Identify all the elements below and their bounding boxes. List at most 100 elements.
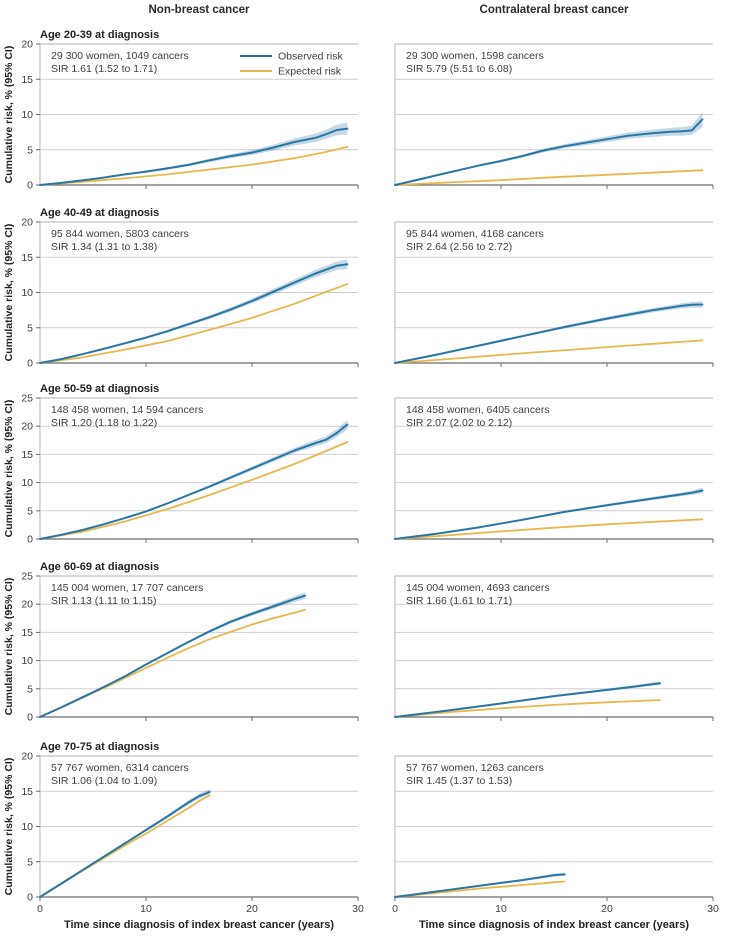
observed-ci-band bbox=[40, 419, 348, 539]
expected-risk-line bbox=[39, 441, 349, 540]
annotation-line-2: SIR 2.64 (2.56 to 2.72) bbox=[406, 241, 512, 253]
expected-risk-line bbox=[39, 146, 349, 186]
y-axis-title: Cumulative risk, % (95% CI) bbox=[3, 758, 15, 896]
annotation-line-1: 57 767 women, 1263 cancers bbox=[406, 762, 544, 774]
annotation-line-1: 145 004 women, 4693 cancers bbox=[406, 582, 550, 594]
y-tick-label: 10 bbox=[21, 477, 33, 489]
annotation-line-1: 95 844 women, 4168 cancers bbox=[406, 228, 544, 240]
y-tick-label: 10 bbox=[21, 109, 33, 121]
y-tick-label: 15 bbox=[21, 627, 33, 639]
panel-age-70-75-at-diagnosis-contralateral: 0 10 20 30 Time since diagnosis of index bre… bbox=[365, 734, 730, 937]
y-tick-label: 5 bbox=[27, 856, 33, 868]
x-tick-label: 0 bbox=[37, 903, 43, 915]
panel-age-50-59-at-diagnosis-non-breast: 0 5 10 15 20 25 Cumulative risk, % (95% CI) Age… bbox=[0, 376, 365, 546]
y-tick-label: 0 bbox=[27, 180, 33, 191]
annotation-line-2: SIR 2.07 (2.02 to 2.12) bbox=[406, 417, 512, 429]
observed-risk-line bbox=[39, 127, 349, 186]
panel-age-60-69-at-diagnosis-non-breast: 0 5 10 15 20 25 Cumulative risk, % (95% CI) Age… bbox=[0, 554, 365, 724]
expected-risk-line bbox=[39, 608, 306, 718]
annotation-line-2: SIR 1.20 (1.18 to 1.22) bbox=[51, 417, 157, 429]
panel-age-40-49-at-diagnosis-contralateral: 95 844 women, 4168 cancers SIR 2.64 (2.56… bbox=[365, 200, 730, 368]
legend-expected-label: Expected risk bbox=[278, 66, 342, 78]
panel-svg: 0 5 10 15 20 Cumulative risk, % (95% CI) Age 2… bbox=[3, 29, 359, 192]
y-tick-label: 5 bbox=[27, 505, 33, 517]
annotation-line-2: SIR 1.61 (1.52 to 1.71) bbox=[51, 63, 157, 75]
y-tick-label: 10 bbox=[21, 655, 33, 667]
y-tick-label: 0 bbox=[27, 358, 33, 369]
x-tick-label: 10 bbox=[140, 903, 152, 915]
y-tick-label: 5 bbox=[27, 683, 33, 695]
y-tick-label: 0 bbox=[27, 892, 33, 904]
observed-risk-line bbox=[394, 303, 704, 364]
observed-risk-line bbox=[394, 118, 704, 186]
x-tick-label: 0 bbox=[392, 903, 398, 915]
x-axis-title: Time since diagnosis of index breast can… bbox=[64, 919, 334, 931]
y-tick-label: 0 bbox=[27, 534, 33, 545]
x-tick-label: 20 bbox=[601, 903, 613, 915]
column-header-non-breast-cancer: Non-breast cancer bbox=[148, 4, 250, 16]
panel-svg: 0 10 20 30 Time since diagnosis of index bre… bbox=[392, 755, 719, 931]
expected-risk-line bbox=[394, 699, 661, 718]
panel-age-40-49-at-diagnosis-non-breast: 0 5 10 15 20 Cumulative risk, % (95% CI) Age 4… bbox=[0, 200, 365, 370]
observed-ci-band bbox=[40, 122, 348, 185]
y-tick-label: 15 bbox=[21, 252, 33, 264]
annotation-line-2: SIR 5.79 (5.51 to 6.08) bbox=[406, 63, 512, 75]
y-axis-title: Cumulative risk, % (95% CI) bbox=[3, 224, 15, 362]
panel-svg: 0 5 10 15 20 Cumulative risk, % (95% CI) Age 4… bbox=[3, 207, 359, 370]
expected-risk-line bbox=[394, 518, 704, 540]
annotation-line-1: 148 458 women, 6405 cancers bbox=[406, 404, 550, 416]
annotation-line-1: 29 300 women, 1598 cancers bbox=[406, 50, 544, 62]
y-tick-label: 5 bbox=[27, 322, 33, 334]
panel-title: Age 60-69 at diagnosis bbox=[40, 561, 159, 573]
legend-observed-label: Observed risk bbox=[278, 51, 344, 63]
x-tick-label: 30 bbox=[352, 903, 364, 915]
y-tick-label: 15 bbox=[21, 786, 33, 798]
y-tick-label: 20 bbox=[21, 217, 33, 229]
annotation-line-1: 145 004 women, 17 707 cancers bbox=[51, 582, 203, 594]
annotation-line-1: 148 458 women, 14 594 cancers bbox=[51, 404, 203, 416]
y-tick-label: 10 bbox=[21, 821, 33, 833]
x-tick-label: 10 bbox=[495, 903, 507, 915]
y-tick-label: 25 bbox=[21, 571, 33, 583]
expected-risk-line bbox=[394, 880, 566, 898]
observed-risk-line bbox=[39, 263, 349, 364]
annotation-line-2: SIR 1.13 (1.11 to 1.15) bbox=[51, 595, 156, 607]
x-axis-title: Time since diagnosis of index breast can… bbox=[419, 919, 689, 931]
observed-risk-line bbox=[39, 423, 349, 540]
annotation-line-1: 95 844 women, 5803 cancers bbox=[51, 228, 189, 240]
y-tick-label: 20 bbox=[21, 39, 33, 51]
observed-ci-band bbox=[40, 259, 348, 363]
expected-risk-line bbox=[394, 169, 704, 186]
observed-risk-line bbox=[39, 594, 306, 718]
annotation-line-2: SIR 1.34 (1.31 to 1.38) bbox=[51, 241, 157, 253]
panel-title: Age 50-59 at diagnosis bbox=[40, 383, 159, 395]
panel-svg: 0 5 10 15 20 Cumulative risk, % (95% CI) 0 10 20… bbox=[3, 741, 364, 931]
panel-age-60-69-at-diagnosis-contralateral: 145 004 women, 4693 cancers SIR 1.66 (1.6… bbox=[365, 554, 730, 722]
observed-risk-line bbox=[394, 489, 704, 540]
panel-title: Age 20-39 at diagnosis bbox=[40, 29, 159, 41]
observed-risk-line bbox=[394, 682, 661, 718]
y-axis-title: Cumulative risk, % (95% CI) bbox=[3, 400, 15, 538]
annotation-line-2: SIR 1.06 (1.04 to 1.09) bbox=[51, 775, 157, 787]
panel-svg: 0 5 10 15 20 25 Cumulative risk, % (95% CI) Age… bbox=[3, 561, 359, 724]
y-tick-label: 15 bbox=[21, 74, 33, 86]
y-tick-label: 5 bbox=[27, 144, 33, 156]
x-tick-label: 20 bbox=[246, 903, 258, 915]
y-tick-label: 15 bbox=[21, 449, 33, 461]
panel-age-70-75-at-diagnosis-non-breast: 0 5 10 15 20 Cumulative risk, % (95% CI) 0 10 20… bbox=[0, 734, 365, 937]
annotation-line-2: SIR 1.66 (1.61 to 1.71) bbox=[406, 595, 512, 607]
annotation-line-2: SIR 1.45 (1.37 to 1.53) bbox=[406, 775, 512, 787]
panel-age-20-39-at-diagnosis-contralateral: 29 300 women, 1598 cancers SIR 5.79 (5.51… bbox=[365, 22, 730, 190]
annotation-line-1: 57 767 women, 6314 cancers bbox=[51, 762, 189, 774]
panel-svg: 0 5 10 15 20 25 Cumulative risk, % (95% CI) Age… bbox=[3, 383, 359, 546]
y-axis-title: Cumulative risk, % (95% CI) bbox=[3, 46, 15, 184]
y-tick-label: 20 bbox=[21, 599, 33, 611]
column-header-contralateral-breast-cancer: Contralateral breast cancer bbox=[479, 4, 629, 16]
panel-title: Age 40-49 at diagnosis bbox=[40, 207, 159, 219]
y-tick-label: 0 bbox=[27, 712, 33, 723]
